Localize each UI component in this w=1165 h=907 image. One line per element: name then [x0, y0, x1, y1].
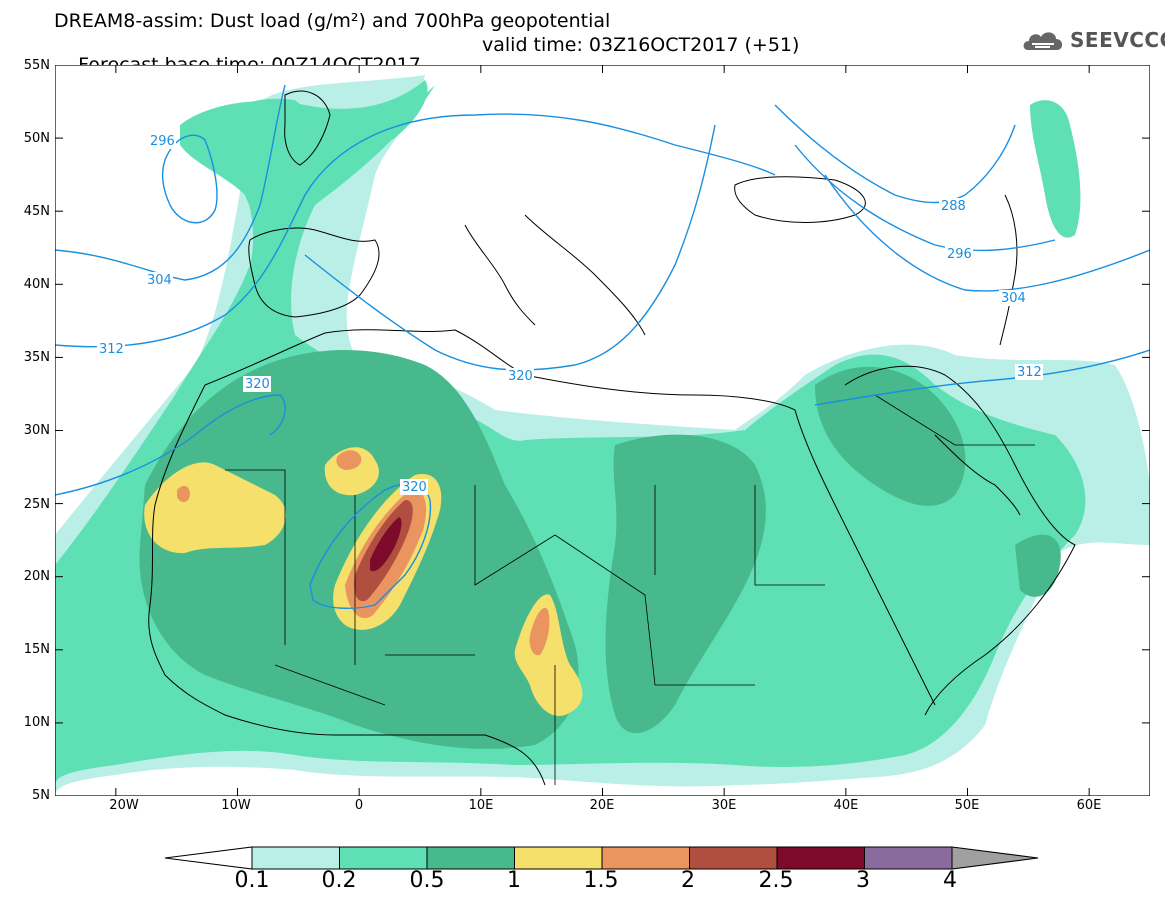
coast-north-africa	[204, 329, 796, 411]
lat-label: 15N	[23, 642, 50, 657]
lon-label: 20E	[589, 798, 615, 813]
coast-britain	[284, 90, 331, 166]
colorbar-label: 4	[943, 868, 957, 893]
dust-band-1-5-n	[336, 450, 362, 470]
dust-band-1-5-w	[177, 485, 190, 503]
contour-312-east	[814, 349, 1150, 406]
lat-label: 20N	[23, 569, 50, 584]
coast-italy	[464, 224, 536, 326]
lon-label: 10W	[221, 798, 251, 813]
contour-label: 304	[1001, 291, 1026, 306]
map-panel[interactable]: 296 304 312 320 288 296 304 312 320 320	[55, 65, 1150, 796]
lon-label: 20W	[109, 798, 139, 813]
colorbar-label: 2	[681, 868, 695, 893]
coast-arabia	[844, 365, 1076, 716]
lon-label: 40E	[833, 798, 859, 813]
coast-balkans	[524, 214, 646, 336]
lat-label: 50N	[23, 131, 50, 146]
dust-band-0-5-oman	[1015, 534, 1061, 597]
coast-red-sea	[794, 409, 936, 706]
contour-label: 288	[941, 199, 966, 214]
lat-label: 30N	[23, 423, 50, 438]
colorbar-box	[776, 846, 865, 870]
colorbar-box	[339, 846, 428, 870]
contour-288	[774, 104, 1016, 204]
cloud-logo-icon	[1023, 32, 1063, 50]
lat-label: 55N	[23, 58, 50, 73]
contour-label: 304	[147, 273, 172, 288]
dust-patch-caspian	[1030, 100, 1081, 238]
geopotential-contours	[55, 84, 1150, 609]
lat-label: 10N	[23, 715, 50, 730]
colorbar-box	[251, 846, 340, 870]
dust-band-0-5-east	[605, 434, 766, 734]
lat-label: 35N	[23, 350, 50, 365]
colorbar-box	[689, 846, 778, 870]
lon-label: 0	[354, 798, 364, 813]
lon-label: 60E	[1076, 798, 1102, 813]
colorbar-box	[864, 846, 953, 870]
colorbar-box	[514, 846, 603, 870]
colorbar-label: 0.5	[409, 868, 445, 893]
coast-persian-gulf	[934, 434, 1021, 516]
colorbar-box	[601, 846, 690, 870]
colorbar-label: 1.5	[583, 868, 619, 893]
colorbar-high-arrow	[951, 846, 1039, 870]
contour-296-east	[794, 144, 1056, 252]
dust-load-layer	[55, 75, 1150, 796]
contour-label: 320	[402, 480, 427, 495]
valid-time: valid time: 03Z16OCT2017 (+51)	[482, 34, 800, 56]
contour-label: 320	[245, 377, 270, 392]
contour-296-west	[161, 134, 218, 224]
contour-label: 312	[99, 342, 124, 357]
logo-text: SEEVCCC	[1070, 28, 1165, 52]
contour-320-main	[304, 124, 716, 371]
dust-band-1-chad	[514, 594, 583, 716]
colorbar-box	[426, 846, 515, 870]
dust-band-0-5-arabia	[815, 366, 966, 506]
lat-label: 25N	[23, 497, 50, 512]
lat-label: 40N	[23, 277, 50, 292]
colorbar-boxes	[251, 846, 953, 870]
dust-band-1	[144, 462, 286, 554]
lat-label: 45N	[23, 204, 50, 219]
contour-label: 320	[508, 369, 533, 384]
dust-band-2-5	[370, 517, 402, 572]
contour-304-east	[824, 174, 1150, 292]
contour-label: 296	[947, 247, 972, 262]
contour-320-closed	[309, 483, 432, 609]
colorbar-label: 2.5	[758, 868, 794, 893]
lat-label: 5N	[32, 788, 50, 803]
contour-320-west	[55, 394, 286, 496]
contour-304	[55, 84, 286, 281]
border-lines	[225, 394, 1035, 785]
dust-patch-channel	[180, 80, 428, 226]
contour-label: 312	[1017, 365, 1042, 380]
dust-band-1-5-chad	[529, 607, 550, 656]
contour-label: 296	[150, 134, 175, 149]
colorbar-low-arrow	[164, 846, 253, 870]
lon-label: 10E	[468, 798, 494, 813]
axis-ticks	[55, 65, 1150, 796]
coast-west-africa	[148, 384, 546, 786]
colorbar-label: 1	[507, 868, 521, 893]
coast-caspian	[999, 194, 1018, 346]
seevccc-logo: SEEVCCC	[1020, 24, 1165, 56]
lon-label: 50E	[954, 798, 980, 813]
colorbar-label: 0.1	[234, 868, 270, 893]
colorbar-label: 0.2	[321, 868, 357, 893]
colorbar-label: 3	[856, 868, 870, 893]
map-title: DREAM8-assim: Dust load (g/m²) and 700hP…	[54, 10, 611, 32]
contour-label-layer: 296 304 312 320 288 296 304 312 320 320	[97, 133, 1043, 495]
contour-312	[55, 113, 776, 348]
lon-label: 30E	[711, 798, 737, 813]
